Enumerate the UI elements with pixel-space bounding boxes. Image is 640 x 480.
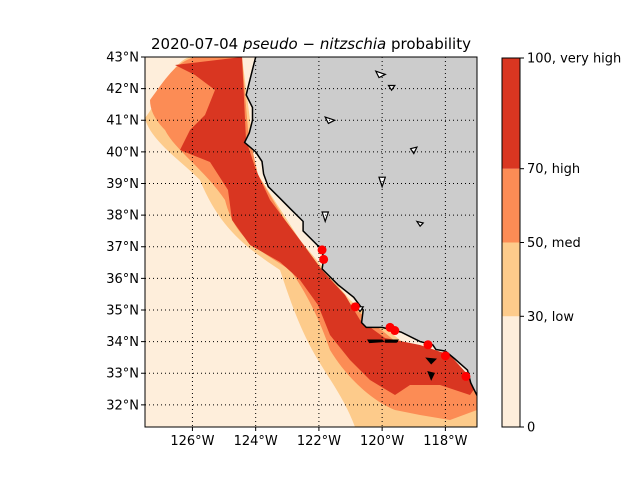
colorbar-tick-label: 100, very high (527, 52, 621, 67)
colorbar-segment (502, 242, 520, 317)
map-title: 2020-07-04 pseudo − nitzschia probabilit… (151, 35, 471, 53)
lat-tick-label: 34°N (106, 335, 139, 350)
sample-point (350, 302, 360, 312)
colorbar-segment (502, 168, 520, 243)
colorbar-segment (502, 58, 520, 169)
lat-tick-label: 39°N (106, 177, 139, 192)
sample-point (390, 326, 400, 336)
sample-points (317, 245, 471, 381)
lake-outline (415, 220, 425, 228)
colorbar-tick-label: 70, high (527, 162, 580, 177)
longitude-ticks: 126°W 124°W 122°W 120°W 118°W (170, 427, 468, 449)
colorbar-ticks: 100, very high 70, high 50, med 30, low 0 (520, 52, 621, 436)
sample-point (317, 245, 327, 255)
latitude-ticks: 43°N 42°N 41°N 40°N 39°N 38°N 37°N 36°N 35°N 34°N… (106, 51, 145, 413)
lat-tick-label: 33°N (106, 367, 139, 382)
title-suffix: probability (386, 35, 471, 53)
island-shape (367, 339, 385, 344)
probability-map (145, 57, 477, 427)
lat-tick-label: 40°N (106, 145, 139, 160)
lon-tick-label: 120°W (360, 434, 404, 449)
lake-outline (387, 84, 396, 92)
lon-tick-label: 118°W (423, 434, 467, 449)
lat-tick-label: 37°N (106, 240, 139, 255)
colorbar-segment (502, 316, 520, 427)
band-high (175, 57, 477, 395)
island-shape (425, 357, 437, 365)
lat-tick-label: 43°N (106, 51, 139, 66)
island-shape (384, 339, 399, 343)
lon-tick-label: 122°W (297, 434, 341, 449)
lat-tick-label: 42°N (106, 82, 139, 97)
sample-point (461, 371, 471, 381)
sample-point (319, 254, 329, 264)
sample-point (423, 340, 433, 350)
lat-tick-label: 35°N (106, 303, 139, 318)
lake-outline (409, 146, 419, 155)
lon-tick-label: 124°W (234, 434, 278, 449)
lon-tick-label: 126°W (170, 434, 214, 449)
colorbar-tick-label: 30, low (527, 310, 574, 325)
sample-point (440, 351, 450, 361)
title-species: pseudo − nitzschia (242, 35, 386, 53)
lat-tick-label: 41°N (106, 114, 139, 129)
lat-tick-label: 36°N (106, 272, 139, 287)
colorbar (501, 57, 521, 428)
lat-tick-label: 32°N (106, 398, 139, 413)
colorbar-tick-label: 50, med (527, 236, 581, 251)
gridlines (145, 57, 477, 427)
map-frame (144, 56, 478, 428)
lat-tick-label: 38°N (106, 209, 139, 224)
lake-outline (321, 211, 330, 224)
colorbar-tick-label: 0 (527, 421, 535, 436)
lake-outline (374, 70, 387, 79)
title-date: 2020-07-04 (151, 35, 243, 53)
